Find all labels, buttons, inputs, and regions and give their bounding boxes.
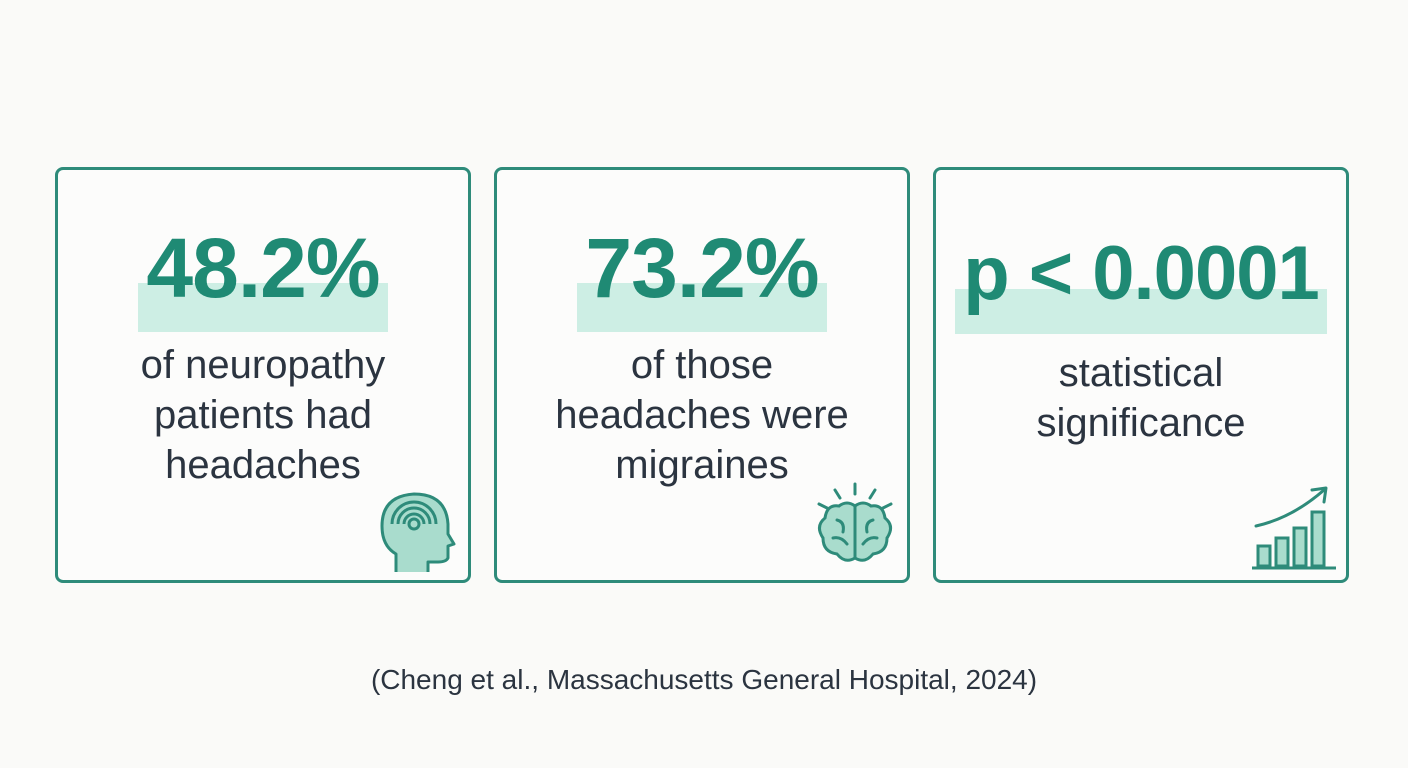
- description-line: statistical: [1058, 351, 1224, 395]
- stat-value: 73.2%: [577, 226, 827, 332]
- description-line: patients had: [154, 393, 372, 437]
- stat: 73.2%: [497, 226, 907, 332]
- description-line: migraines: [615, 443, 789, 487]
- description-line: headaches: [165, 443, 361, 487]
- stat: p < 0.0001: [936, 236, 1346, 334]
- stat-value: 48.2%: [138, 226, 388, 332]
- brain-icon: [817, 482, 893, 562]
- stat-description: statistical significance: [936, 348, 1346, 448]
- head-icon: [380, 492, 456, 572]
- stat-card: 48.2% of neuropathy patients had headach…: [55, 167, 471, 583]
- growth-chart-icon: [1252, 486, 1336, 570]
- description-line: of neuropathy: [140, 343, 386, 387]
- description-line: of those: [630, 343, 774, 387]
- stat-card: p < 0.0001 statistical significance: [933, 167, 1349, 583]
- stat-description: of those headaches were migraines: [497, 340, 907, 490]
- description-line: headaches were: [555, 393, 849, 437]
- stat-description: of neuropathy patients had headaches: [58, 340, 468, 490]
- stat-card: 73.2% of those headaches were migraines: [494, 167, 910, 583]
- description-line: significance: [1036, 401, 1246, 445]
- stat: 48.2%: [58, 226, 468, 332]
- stat-value: p < 0.0001: [955, 236, 1327, 334]
- citation: (Cheng et al., Massachusetts General Hos…: [370, 664, 1038, 695]
